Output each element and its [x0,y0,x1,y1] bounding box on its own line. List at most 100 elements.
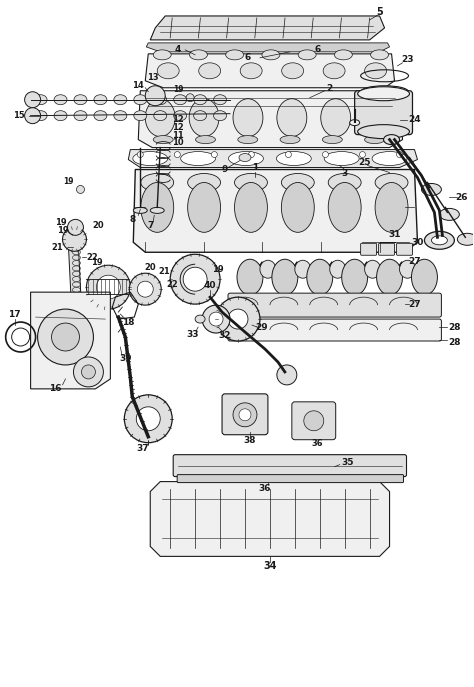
Text: 34: 34 [263,561,277,572]
Text: 15: 15 [13,111,25,120]
Ellipse shape [376,259,402,295]
Ellipse shape [199,63,221,79]
Ellipse shape [383,135,400,144]
Text: 14: 14 [132,81,144,90]
Text: 7: 7 [147,221,154,230]
Ellipse shape [233,99,263,137]
Circle shape [228,309,248,329]
Ellipse shape [193,95,207,104]
Ellipse shape [282,174,314,192]
Ellipse shape [133,207,147,214]
Ellipse shape [25,108,41,124]
Text: 6: 6 [245,54,251,63]
Text: 9: 9 [222,165,228,174]
Ellipse shape [145,99,175,137]
Text: 28: 28 [448,337,461,346]
Text: 31: 31 [388,230,401,239]
Ellipse shape [195,315,205,323]
Ellipse shape [94,95,107,104]
Ellipse shape [74,95,87,104]
Ellipse shape [260,260,276,278]
Circle shape [216,297,260,341]
Ellipse shape [193,111,207,121]
Text: 17: 17 [9,310,21,319]
FancyBboxPatch shape [361,243,376,256]
Text: 38: 38 [244,436,256,445]
Ellipse shape [277,99,307,137]
Text: 37: 37 [136,444,148,453]
Ellipse shape [431,236,447,245]
Circle shape [304,411,324,431]
Ellipse shape [134,95,147,104]
Circle shape [145,86,165,106]
Text: 20: 20 [92,221,104,230]
Circle shape [359,152,365,157]
Text: 36: 36 [259,484,271,493]
Circle shape [137,281,153,297]
Text: 4: 4 [175,45,182,54]
Text: 18: 18 [122,317,135,326]
Ellipse shape [188,183,220,232]
Circle shape [170,254,220,304]
Text: 27: 27 [408,257,421,266]
Circle shape [186,93,194,102]
Ellipse shape [358,87,410,101]
Ellipse shape [54,111,67,121]
Ellipse shape [25,92,41,108]
Polygon shape [150,482,390,556]
Ellipse shape [240,63,262,79]
Circle shape [277,365,297,385]
Text: 11: 11 [172,131,184,140]
Ellipse shape [173,95,187,104]
Ellipse shape [350,120,360,126]
FancyBboxPatch shape [177,475,403,482]
Ellipse shape [214,95,227,104]
Ellipse shape [375,174,408,192]
Circle shape [137,152,143,157]
Text: 5: 5 [376,7,383,17]
Text: 23: 23 [401,56,414,65]
Circle shape [211,152,218,157]
Ellipse shape [153,50,171,60]
Ellipse shape [34,111,47,121]
Ellipse shape [280,135,300,144]
Text: 40: 40 [204,281,216,290]
Text: 3: 3 [342,169,348,178]
Polygon shape [128,150,418,168]
Circle shape [209,312,223,326]
Text: 29: 29 [255,323,268,332]
Circle shape [129,273,161,305]
Ellipse shape [334,50,352,60]
Text: 8: 8 [129,215,136,224]
Circle shape [86,265,130,309]
Text: 22: 22 [166,280,178,289]
Ellipse shape [141,174,173,192]
Text: 2: 2 [327,85,333,93]
Text: 19: 19 [55,218,66,227]
Circle shape [183,267,207,291]
Ellipse shape [226,50,244,60]
Circle shape [137,407,160,431]
Ellipse shape [282,183,314,232]
Ellipse shape [365,260,381,278]
Ellipse shape [323,63,345,79]
Ellipse shape [228,152,264,166]
FancyBboxPatch shape [228,319,441,341]
Circle shape [63,227,86,251]
Circle shape [397,152,402,157]
Text: 19: 19 [63,177,74,186]
Ellipse shape [371,50,389,60]
Ellipse shape [328,174,361,192]
Text: 22: 22 [87,253,98,262]
FancyBboxPatch shape [173,455,407,477]
Text: 19: 19 [57,226,68,235]
Ellipse shape [235,174,267,192]
Ellipse shape [330,260,346,278]
Circle shape [202,305,230,333]
Text: 1: 1 [252,163,258,172]
Circle shape [37,309,93,365]
Polygon shape [150,16,384,40]
Ellipse shape [439,208,459,221]
Ellipse shape [157,63,179,79]
Circle shape [82,365,95,379]
